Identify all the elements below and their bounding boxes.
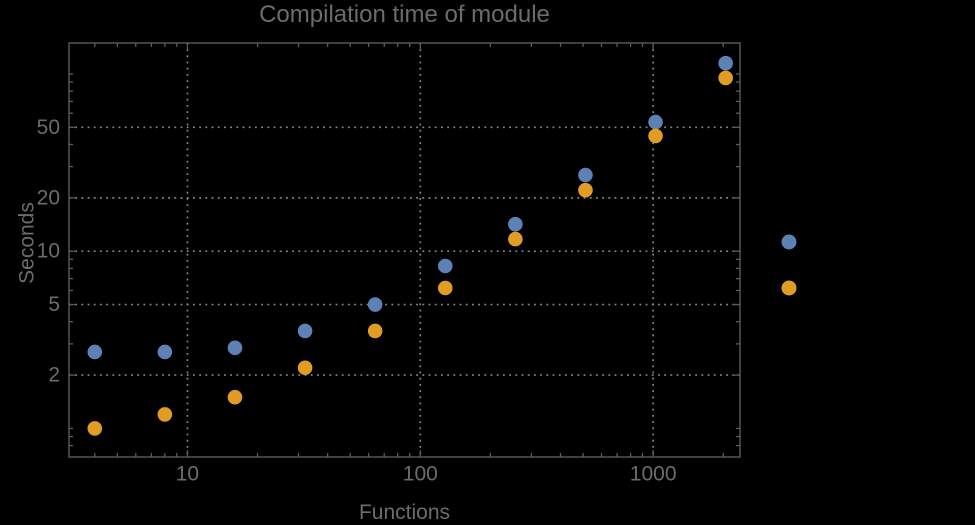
chart-title: Compilation time of module [259, 1, 550, 28]
data-point-series-2-orange [297, 360, 313, 376]
data-point-series-1-blue [157, 344, 173, 360]
plot-frame [68, 42, 741, 458]
data-point-series-2-orange [648, 128, 663, 144]
x-tick-label: 100 [403, 463, 438, 486]
data-point-series-1-blue [87, 344, 103, 360]
data-point-series-1-blue [367, 297, 383, 312]
x-tick-label: 1000 [630, 463, 677, 486]
data-point-series-2-orange [367, 323, 383, 339]
y-tick-label: 5 [48, 293, 60, 316]
legend-marker-series-1-blue [781, 234, 797, 250]
data-point-series-2-orange [227, 389, 243, 405]
data-point-series-1-blue [297, 323, 313, 339]
data-point-series-1-blue [718, 55, 733, 71]
data-point-series-1-blue [227, 340, 243, 356]
data-point-series-2-orange [508, 231, 523, 247]
x-tick-label: 10 [176, 463, 199, 486]
y-tick-label: 10 [37, 240, 60, 263]
y-tick-label: 20 [37, 186, 60, 209]
data-point-series-2-orange [437, 280, 453, 296]
data-point-series-2-orange [718, 70, 733, 86]
data-point-series-1-blue [578, 167, 593, 183]
data-point-series-2-orange [157, 407, 173, 422]
data-point-series-1-blue [648, 114, 663, 130]
data-point-series-1-blue [437, 258, 453, 274]
x-axis-title: Functions [358, 501, 451, 524]
data-point-series-1-blue [508, 216, 523, 232]
data-point-series-2-orange [87, 421, 103, 436]
legend-marker-series-2-orange [781, 280, 797, 296]
data-point-series-2-orange [578, 182, 593, 198]
y-tick-label: 2 [48, 364, 60, 387]
y-tick-label: 50 [37, 116, 60, 139]
